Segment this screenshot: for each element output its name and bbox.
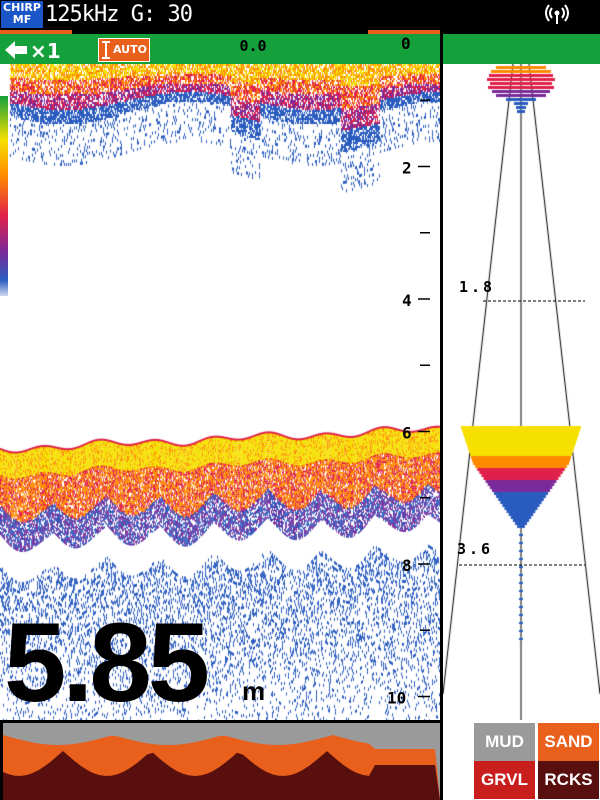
auto-range-label: AUTO	[113, 43, 147, 56]
legend-gravel: GRVL	[474, 761, 535, 799]
zoom-marker-1: 1.8	[459, 278, 495, 296]
sonar-toolbar	[0, 34, 440, 64]
depth-scale-label: 6	[402, 424, 412, 443]
zoom-overlay: 1.8 3.6	[457, 278, 585, 566]
zoom-marker-2: 3.6	[457, 540, 493, 558]
depth-scale-label: 10	[387, 689, 406, 708]
panel-divider	[440, 30, 443, 800]
bottom-discrimination-panel	[0, 720, 440, 800]
bottom-type-legend: MUD SAND GRVL RCKS	[443, 720, 600, 800]
depth-scale-label: 4	[402, 291, 412, 310]
status-bar: CHIRP MF 125kHz G: 30	[0, 0, 600, 30]
chirp-badge-line2: MF	[12, 13, 32, 26]
depth-readout-unit: m	[242, 676, 266, 706]
depth-readout: 5.85	[4, 600, 210, 725]
frequency-gain-readout: 125kHz G: 30	[45, 2, 193, 27]
legend-rocks: RCKS	[538, 761, 599, 799]
color-scale-bar	[0, 96, 8, 296]
offset-value: 0.0	[239, 37, 267, 55]
depth-scale-label: 8	[402, 556, 412, 575]
range-indicator-right	[368, 30, 440, 34]
back-arrow-icon[interactable]	[3, 38, 29, 62]
chirp-mode-badge[interactable]: CHIRP MF	[1, 1, 43, 28]
legend-sand: SAND	[538, 723, 599, 761]
depth-scale-zero: 0	[401, 34, 411, 53]
bottom-discrimination-graph	[3, 723, 440, 800]
echogram-canvas	[0, 64, 440, 720]
depth-scale: 2 4 6 8 10	[387, 99, 430, 708]
depth-scale-label: 2	[402, 159, 412, 178]
zoom-multiplier[interactable]: ×1	[30, 39, 61, 63]
legend-mud: MUD	[474, 723, 535, 761]
range-indicator-left	[0, 30, 72, 34]
sonar-echogram[interactable]: 2 4 6 8 10	[0, 64, 440, 720]
chirp-badge-line1: CHIRP	[3, 1, 41, 14]
zoom-canvas	[443, 64, 600, 720]
zoom-panel[interactable]: 1.8 3.6	[443, 64, 600, 720]
antenna-signal-icon	[545, 4, 569, 24]
zoom-toolbar	[443, 34, 600, 64]
vertical-range-icon	[102, 41, 110, 59]
auto-range-button[interactable]: AUTO	[98, 38, 150, 62]
rocks-area	[3, 751, 440, 800]
